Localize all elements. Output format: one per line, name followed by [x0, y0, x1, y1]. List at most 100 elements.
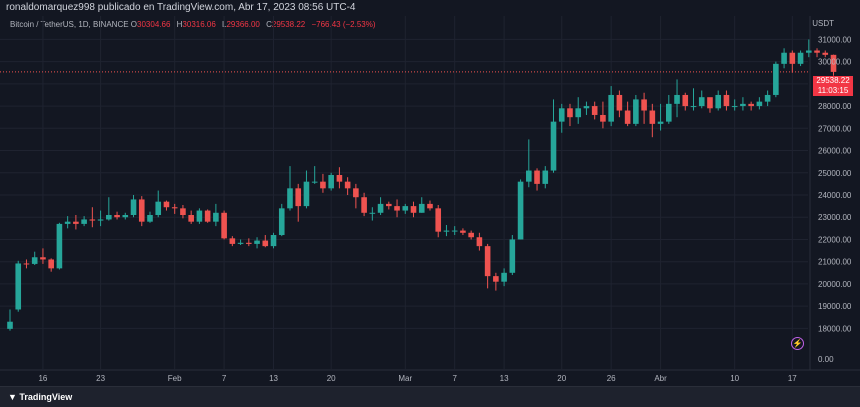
- candle-body: [353, 188, 359, 198]
- open-label: O: [130, 20, 138, 29]
- high-value: 30316.06: [182, 20, 216, 29]
- candle-body: [830, 54, 837, 72]
- candle-body: [427, 203, 433, 209]
- candle-body: [410, 206, 417, 213]
- candle-body: [476, 237, 483, 247]
- footer-bar: ▼ TradingView: [0, 386, 860, 407]
- candle-body: [213, 212, 219, 222]
- price-tick-label: 22000.00: [818, 235, 852, 244]
- candlestick-chart[interactable]: 0.00 18000.00 19000.00 20000.00 21000.00 2200…: [0, 16, 860, 386]
- candle-body: [509, 239, 516, 273]
- price-tick-label: 23000.00: [818, 213, 852, 222]
- time-tick-label: 23: [96, 374, 105, 383]
- candle-body: [246, 242, 252, 244]
- time-tick-label: 16: [38, 374, 47, 383]
- candle-body: [764, 94, 771, 102]
- candle-body: [526, 170, 532, 182]
- candle-body: [320, 181, 326, 189]
- candle-body: [287, 188, 293, 209]
- candles-layer: [7, 39, 837, 331]
- candle-body: [237, 242, 244, 244]
- candle-body: [682, 94, 689, 107]
- candle-body: [155, 201, 162, 216]
- candle-body: [180, 208, 186, 216]
- candle-body: [418, 203, 425, 213]
- candle-body: [789, 52, 796, 64]
- open-value: 30304.66: [137, 20, 171, 29]
- price-tick-label: 25000.00: [818, 169, 852, 178]
- candle-body: [106, 215, 112, 220]
- lightning-icon[interactable]: ⚡: [791, 337, 804, 350]
- candle-body: [591, 106, 598, 115]
- candle-body: [542, 170, 549, 184]
- chart-grid: [0, 16, 860, 371]
- price-tick-label: 0.00: [818, 355, 834, 364]
- tv-logo-icon: ▼: [8, 392, 20, 402]
- candle-body: [369, 212, 376, 214]
- candle-body: [64, 221, 71, 224]
- candle-body: [715, 94, 722, 109]
- time-axis[interactable]: 16 23 Feb 7 13 20 Mar 7 13 20 26 Abr 10 17: [38, 374, 797, 383]
- candle-body: [171, 207, 178, 209]
- time-tick-label: Abr: [654, 374, 667, 383]
- bar-countdown: 11:03:15: [817, 86, 849, 95]
- candle-body: [649, 110, 656, 124]
- candle-body: [814, 50, 820, 53]
- candle-body: [254, 240, 260, 244]
- candle-body: [740, 103, 746, 107]
- candle-body: [270, 235, 277, 247]
- candle-body: [56, 223, 63, 269]
- price-tick-label: 27000.00: [818, 124, 852, 133]
- last-price-value: 29538.22: [816, 76, 850, 85]
- price-tick-label: 30000.00: [818, 58, 852, 67]
- candle-body: [468, 232, 474, 238]
- candle-body: [748, 103, 754, 107]
- candle-body: [567, 108, 573, 118]
- price-tick-label: 31000.00: [818, 35, 852, 44]
- candle-body: [221, 212, 227, 239]
- time-tick-label: 7: [222, 374, 227, 383]
- candle-body: [402, 206, 409, 211]
- candle-body: [674, 94, 680, 104]
- candle-body: [723, 94, 730, 107]
- time-tick-label: 20: [557, 374, 566, 383]
- symbol-name[interactable]: Bitcoin / TetherUS, 1D, BINANCE: [10, 20, 129, 29]
- candle-body: [344, 181, 351, 189]
- price-tick-label: 18000.00: [818, 324, 852, 333]
- candle-body: [361, 197, 367, 213]
- candle-body: [31, 257, 38, 264]
- time-tick-label: 20: [327, 374, 336, 383]
- tradingview-logo[interactable]: ▼ TradingView: [8, 387, 72, 407]
- candle-body: [295, 188, 302, 207]
- candle-body: [633, 99, 639, 124]
- candle-body: [624, 110, 631, 124]
- candle-body: [81, 219, 87, 224]
- time-tick-label: 13: [269, 374, 278, 383]
- candle-body: [262, 240, 269, 247]
- time-tick-label: Feb: [168, 374, 182, 383]
- candle-body: [558, 108, 565, 122]
- candle-body: [73, 221, 79, 224]
- candle-body: [451, 230, 458, 232]
- time-tick-label: 7: [452, 374, 457, 383]
- candle-body: [443, 230, 450, 232]
- candle-body: [698, 97, 705, 107]
- candle-body: [377, 203, 384, 213]
- candle-body: [707, 97, 713, 109]
- candle-body: [40, 257, 46, 260]
- time-tick-label: 17: [788, 374, 797, 383]
- close-label: C: [266, 20, 272, 29]
- close-value: 29538.22: [271, 20, 306, 29]
- candle-body: [328, 174, 334, 189]
- candle-body: [48, 259, 54, 269]
- price-tick-label: 20000.00: [818, 280, 852, 289]
- candle-body: [336, 174, 343, 182]
- candle-body: [460, 230, 466, 233]
- candle-body: [517, 181, 524, 240]
- price-tick-label: 26000.00: [818, 147, 852, 156]
- published-header: ronaldomarquez998 publicado en TradingVi…: [0, 0, 860, 16]
- time-tick-label: 13: [500, 374, 509, 383]
- candle-body: [731, 106, 738, 108]
- currency-label: USDT: [812, 19, 834, 28]
- candle-body: [122, 215, 129, 218]
